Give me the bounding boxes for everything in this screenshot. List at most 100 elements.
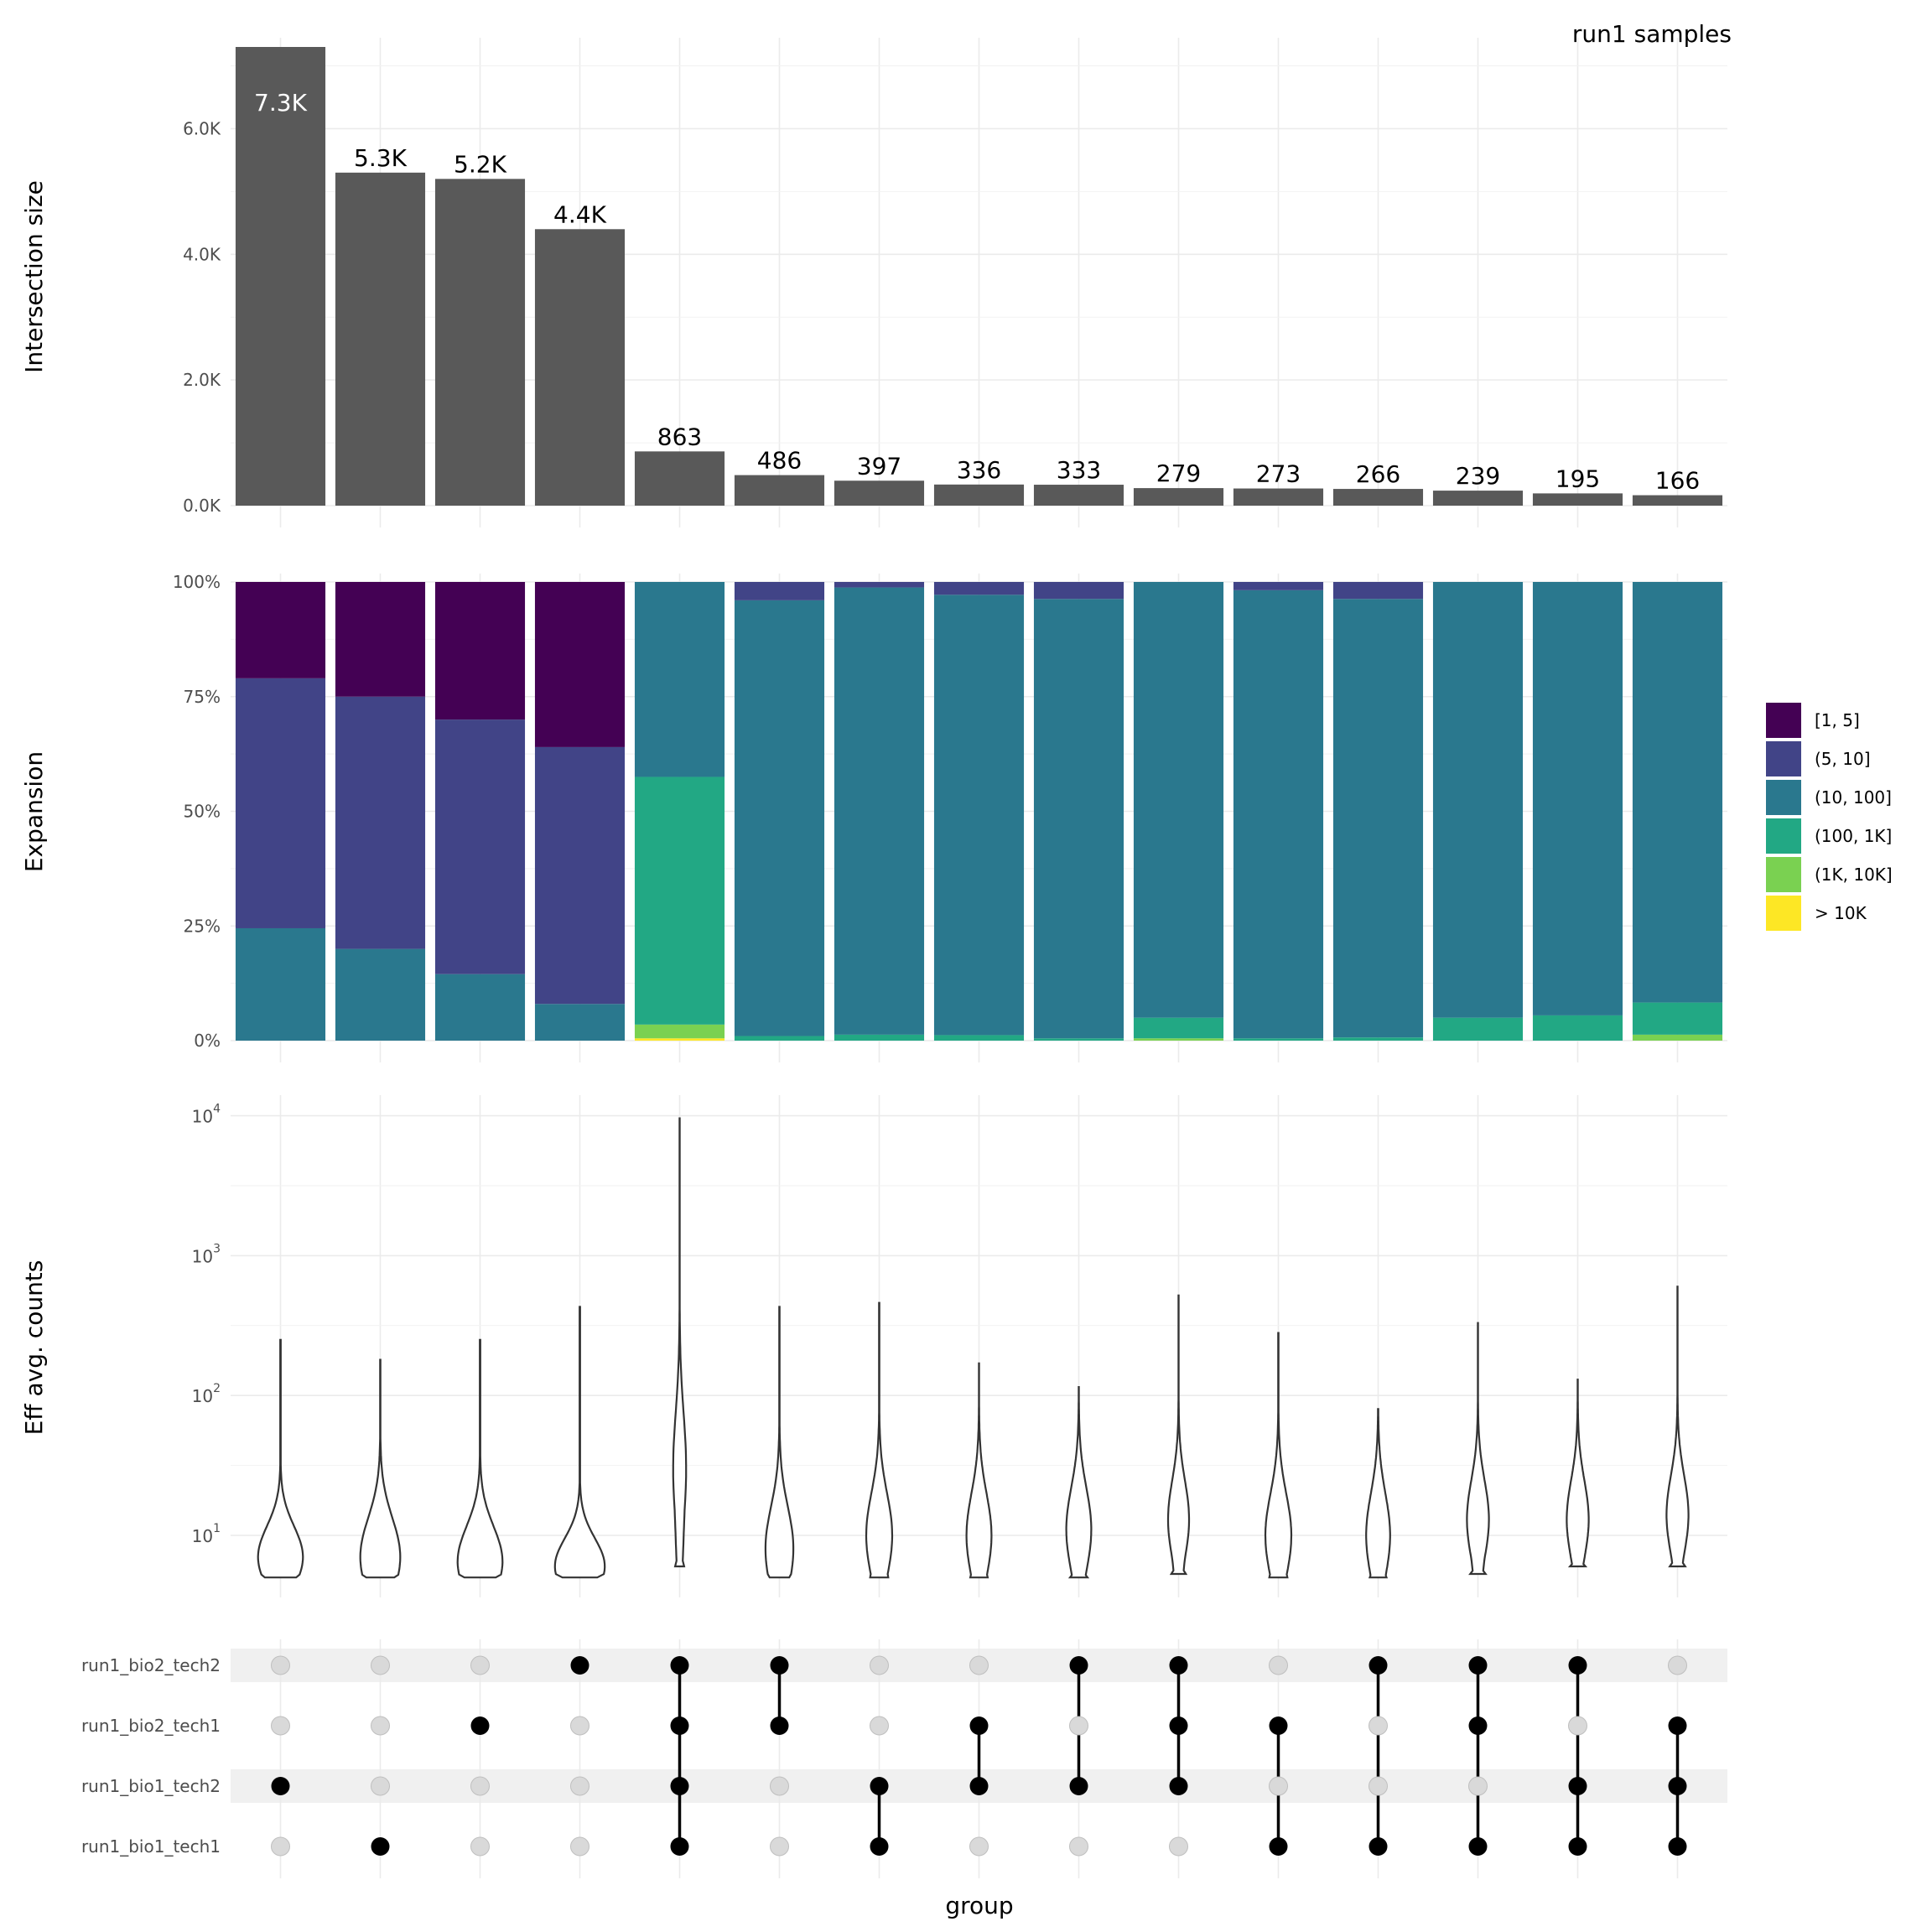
matrix-dot-active	[1468, 1656, 1488, 1675]
intersection-bar	[434, 179, 526, 506]
expansion-segment	[734, 582, 825, 600]
counts-y-tick-exponent: 4	[213, 1103, 221, 1116]
expansion-segment	[834, 1034, 925, 1041]
matrix-dot-active	[1568, 1777, 1587, 1795]
counts-violin	[553, 1306, 606, 1579]
intersection-y-tick-label: 2.0K	[183, 370, 221, 390]
expansion-segment	[1133, 1017, 1224, 1039]
matrix-dot-active	[1069, 1656, 1088, 1675]
matrix-dot-inactive	[770, 1776, 789, 1796]
expansion-segment	[1033, 599, 1124, 1039]
intersection-bar-label: 863	[657, 423, 702, 450]
matrix-dot-active	[1269, 1837, 1288, 1856]
intersection-bar	[634, 451, 725, 506]
matrix-dot-active	[670, 1837, 689, 1856]
expansion-segment	[235, 678, 326, 928]
legend-swatch	[1766, 703, 1801, 738]
legend-swatch	[1766, 741, 1801, 776]
legend-label: (1K, 10K]	[1815, 865, 1893, 885]
counts-y-tick-exponent: 3	[213, 1242, 221, 1255]
matrix-dot-active	[870, 1837, 889, 1856]
matrix-dot-active	[969, 1716, 989, 1735]
matrix-dot-inactive	[371, 1776, 390, 1796]
matrix-dot-inactive	[570, 1716, 589, 1736]
set-label: run1_bio2_tech2	[81, 1655, 221, 1675]
expansion-y-tick-label: 75%	[184, 687, 221, 707]
matrix-dot-active	[670, 1777, 689, 1795]
intersection-bar-label: 333	[1057, 456, 1101, 484]
intersection-bar	[235, 47, 326, 506]
intersection-y-tick-label: 4.0K	[183, 244, 221, 264]
legend-label: (10, 100]	[1815, 787, 1892, 808]
intersection-bar-label: 5.3K	[354, 144, 408, 172]
counts-violin	[456, 1338, 504, 1579]
expansion-segment	[1332, 582, 1424, 600]
matrix-dot-inactive	[1368, 1716, 1388, 1736]
intersection-bar-label: 4.4K	[553, 200, 607, 228]
expansion-segment	[1632, 1002, 1723, 1035]
expansion-segment	[1532, 582, 1623, 1015]
matrix-dot-inactive	[271, 1836, 290, 1857]
counts-y-tick-label: 101	[192, 1522, 221, 1546]
legend-swatch	[1766, 780, 1801, 815]
matrix-dot-inactive	[570, 1776, 589, 1796]
matrix-dot-inactive	[1069, 1836, 1088, 1857]
intersection-bar	[834, 480, 925, 506]
matrix-dot-inactive	[371, 1655, 390, 1675]
intersection-bar	[1133, 488, 1224, 506]
matrix-dot-active	[770, 1656, 789, 1675]
expansion-segment	[534, 746, 626, 1005]
matrix-dot-active	[1069, 1777, 1088, 1795]
expansion-segment	[335, 582, 426, 697]
expansion-y-axis-title: Expansion	[20, 751, 48, 872]
matrix-dot-inactive	[271, 1716, 290, 1736]
counts-violin	[359, 1358, 402, 1579]
matrix-dot-active	[1368, 1656, 1388, 1675]
counts-violin	[764, 1306, 795, 1579]
counts-y-tick-exponent: 1	[213, 1522, 221, 1535]
expansion-segment	[434, 582, 526, 720]
matrix-dot-inactive	[1668, 1655, 1687, 1675]
expansion-y-tick-label: 100%	[173, 572, 221, 592]
matrix-dot-inactive	[570, 1836, 589, 1857]
expansion-segment	[1532, 1015, 1623, 1041]
intersection-bar-label: 397	[857, 452, 901, 480]
matrix-dot-active	[1668, 1716, 1687, 1735]
expansion-segment	[1632, 582, 1723, 1003]
counts-y-tick-base: 10	[192, 1526, 213, 1546]
matrix-dot-active	[470, 1716, 490, 1735]
matrix-dot-inactive	[1568, 1716, 1587, 1736]
matrix-dot-inactive	[870, 1655, 889, 1675]
matrix-dot-inactive	[371, 1716, 390, 1736]
counts-violin	[1264, 1332, 1293, 1579]
counts-violin	[672, 1117, 688, 1568]
counts-y-tick-exponent: 2	[213, 1382, 221, 1395]
expansion-segment	[1332, 1037, 1424, 1041]
counts-y-axis-title: Eff avg. counts	[20, 1260, 48, 1436]
intersection-bar-label: 279	[1156, 460, 1201, 487]
expansion-y-tick-label: 25%	[184, 916, 221, 936]
expansion-segment	[933, 1035, 1025, 1041]
counts-y-tick-base: 10	[192, 1107, 213, 1127]
expansion-segment	[634, 1024, 725, 1039]
matrix-dot-active	[870, 1777, 889, 1795]
expansion-segment	[634, 582, 725, 777]
intersection-bar	[1532, 493, 1623, 506]
counts-violin	[1065, 1386, 1093, 1579]
matrix-dot-inactive	[1368, 1776, 1388, 1796]
legend-swatch	[1766, 896, 1801, 931]
matrix-dot-active	[371, 1837, 390, 1856]
intersection-bar	[335, 172, 426, 506]
matrix-dot-active	[1468, 1716, 1488, 1735]
x-axis-title: group	[945, 1892, 1013, 1919]
expansion-segment	[1432, 582, 1524, 1018]
counts-y-tick-base: 10	[192, 1246, 213, 1266]
expansion-segment	[834, 582, 925, 588]
intersection-bar-label: 7.3K	[254, 89, 308, 117]
expansion-segment	[1033, 582, 1124, 600]
counts-violin	[1466, 1322, 1490, 1576]
counts-y-tick-label: 103	[192, 1242, 221, 1266]
text-layer: run1 samples group Intersection size Exp…	[20, 20, 1732, 1919]
legend-label: (100, 1K]	[1815, 826, 1892, 846]
intersection-bar	[1332, 489, 1424, 506]
